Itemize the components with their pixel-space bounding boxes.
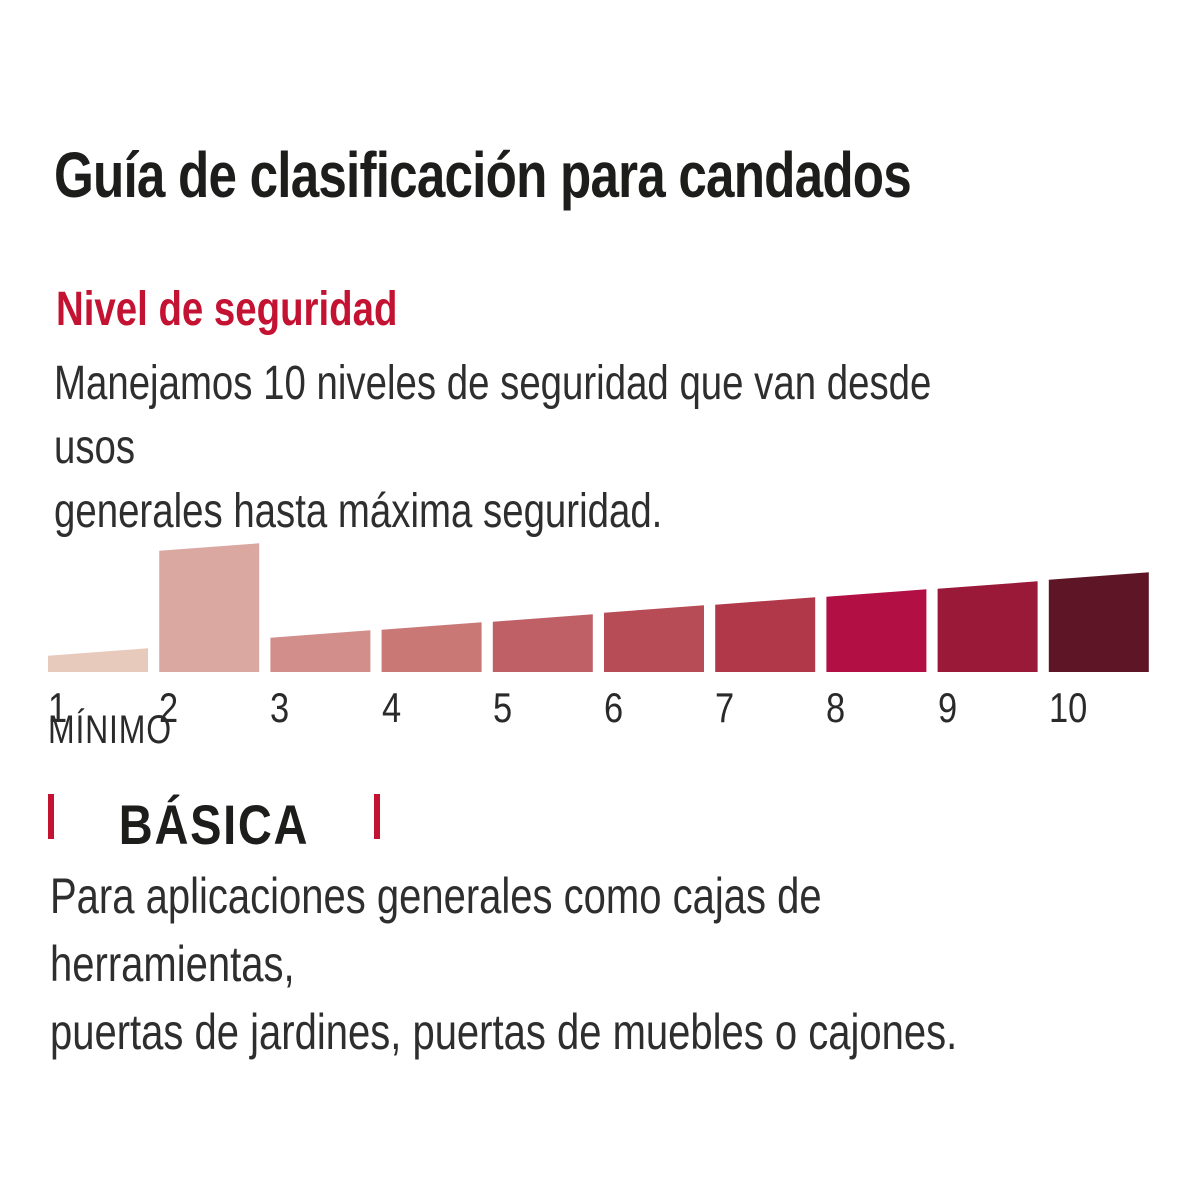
chart-level-label-6: 6: [604, 684, 624, 731]
chart-bar-level-7: [715, 597, 816, 672]
category-label: BÁSICA: [118, 793, 310, 856]
chart-level-label-3: 3: [270, 684, 290, 731]
chart-level-label-10: 10: [1048, 684, 1088, 731]
section-heading-security-level: Nivel de seguridad: [56, 283, 398, 336]
category-description: Para aplicaciones generales como cajas d…: [50, 868, 958, 1060]
chart-bar-level-5: [492, 614, 593, 672]
chart-bar-level-8: [826, 589, 927, 672]
chart-bar-level-3: [270, 630, 371, 672]
chart-bar-level-4: [381, 622, 482, 672]
chart-level-labels: 1 2 3 4 5 6 7 8 9 10: [0, 684, 1200, 731]
category-tick-left-icon: [48, 794, 54, 839]
intro-text: Manejamos 10 niveles de seguridad que va…: [54, 357, 932, 538]
chart-level-label-9: 9: [937, 684, 957, 731]
chart-bar-level-1: [48, 648, 148, 672]
chart-level-label-8: 8: [826, 684, 846, 731]
security-level-bars: [48, 543, 1149, 672]
minimum-label: MÍNIMO: [48, 708, 172, 752]
security-level-chart: 1 2 3 4 5 6 7 8 9 10 MÍNIMO: [0, 520, 1200, 755]
chart-level-label-2: 2: [159, 684, 179, 731]
chart-level-label-1: 1: [48, 684, 68, 731]
page-title: Guía de clasificación para candados: [54, 139, 912, 211]
chart-bar-level-9: [937, 581, 1038, 672]
chart-bar-level-2: [159, 543, 260, 672]
chart-bar-level-6: [604, 605, 704, 672]
category-tick-right-icon: [374, 794, 380, 839]
chart-level-label-4: 4: [381, 684, 401, 731]
chart-level-label-7: 7: [715, 684, 735, 731]
category-row: BÁSICA: [48, 792, 380, 856]
chart-bar-level-10: [1048, 572, 1149, 672]
chart-level-label-5: 5: [492, 684, 512, 731]
